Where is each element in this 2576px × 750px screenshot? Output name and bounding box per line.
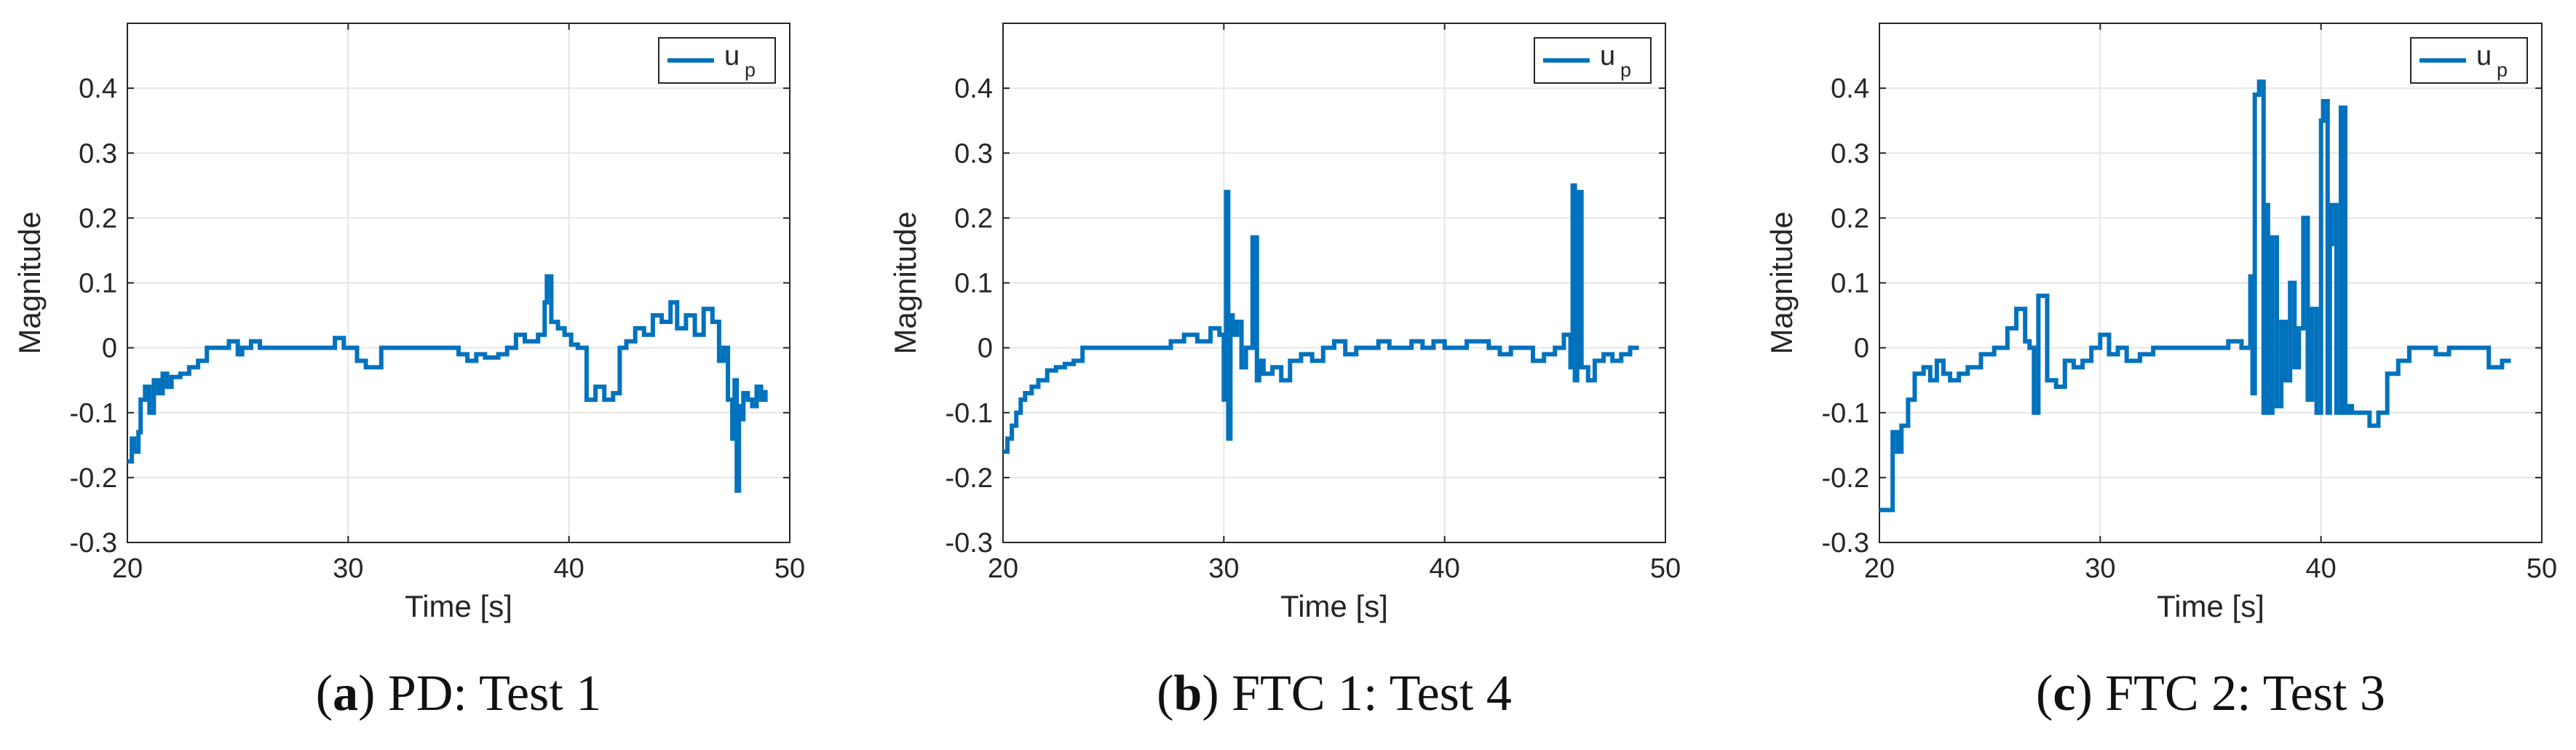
x-tick-label: 50 bbox=[774, 553, 805, 584]
legend-label: u bbox=[2476, 41, 2492, 71]
y-axis-label: Magnitude bbox=[1764, 211, 1799, 354]
caption-paren-close: ) bbox=[1202, 666, 1232, 722]
x-tick-label: 50 bbox=[1650, 553, 1681, 584]
chart-panel-a: 20 30 40 50 -0.3 -0.2 -0.1 0 0.1 0.2 0.3 0.4 Time [s… bbox=[12, 23, 805, 722]
y-tick-label: 0 bbox=[978, 333, 993, 364]
legend-subscript: p bbox=[2497, 59, 2508, 81]
x-tick-label: 20 bbox=[988, 553, 1018, 584]
subfigure-caption: (c) FTC 2: Test 3 bbox=[2036, 666, 2385, 722]
y-tick-label: 0.4 bbox=[79, 74, 117, 104]
y-tick-label: -0.2 bbox=[1822, 463, 1869, 494]
caption-paren-close: ) bbox=[358, 666, 388, 722]
y-tick-label: 0.1 bbox=[954, 269, 993, 299]
y-tick-label: 0 bbox=[1854, 333, 1869, 364]
x-tick-label: 40 bbox=[2306, 553, 2337, 584]
chart-panel-c: 20 30 40 50 -0.3 -0.2 -0.1 0 0.1 0.2 0.3 0.4 Time [s… bbox=[1764, 23, 2557, 722]
y-tick-label: -0.1 bbox=[1822, 398, 1869, 429]
x-tick-label: 20 bbox=[112, 553, 143, 584]
y-axis-label: Magnitude bbox=[888, 211, 922, 354]
y-tick-label: 0.2 bbox=[954, 203, 993, 234]
x-tick-label: 40 bbox=[1430, 553, 1460, 584]
caption-paren-open: ( bbox=[316, 666, 333, 722]
caption-letter: b bbox=[1173, 666, 1202, 722]
x-tick-label: 50 bbox=[2527, 553, 2557, 584]
y-tick-label: 0.1 bbox=[1831, 269, 1869, 299]
series-line-u_p bbox=[1003, 183, 1639, 454]
y-tick-label: 0 bbox=[102, 333, 117, 364]
series-line-u_p bbox=[127, 274, 768, 493]
y-tick-label: 0.3 bbox=[1831, 138, 1869, 169]
series-line-u_p bbox=[1879, 79, 2511, 513]
caption-letter: c bbox=[2053, 666, 2075, 722]
x-tick-label: 30 bbox=[2085, 553, 2115, 584]
y-tick-label: -0.2 bbox=[70, 463, 117, 494]
y-tick-label: -0.3 bbox=[1822, 528, 1869, 558]
y-tick-label: 0.2 bbox=[1831, 203, 1869, 234]
y-tick-label: -0.3 bbox=[70, 528, 117, 558]
y-tick-label: -0.2 bbox=[946, 463, 993, 494]
x-tick-label: 30 bbox=[1208, 553, 1239, 584]
caption-paren-open: ( bbox=[1157, 666, 1173, 722]
legend-subscript: p bbox=[745, 59, 756, 81]
caption-paren-open: ( bbox=[2036, 666, 2053, 722]
x-axis-label: Time [s] bbox=[1280, 589, 1388, 623]
y-axis-label: Magnitude bbox=[12, 211, 47, 354]
caption-letter: a bbox=[333, 666, 358, 722]
legend-subscript: p bbox=[1620, 59, 1631, 81]
x-tick-label: 40 bbox=[554, 553, 584, 584]
y-tick-label: 0.1 bbox=[79, 269, 117, 299]
y-tick-label: -0.1 bbox=[70, 398, 117, 429]
subfigure-caption: (b) FTC 1: Test 4 bbox=[1157, 666, 1512, 722]
legend-label: u bbox=[1600, 41, 1615, 71]
legend-label: u bbox=[724, 41, 740, 71]
subfigure-caption: (a) PD: Test 1 bbox=[316, 666, 601, 722]
y-tick-label: 0.2 bbox=[79, 203, 117, 234]
y-tick-label: 0.4 bbox=[1831, 74, 1869, 104]
x-axis-label: Time [s] bbox=[2157, 589, 2264, 623]
caption-text: PD: Test 1 bbox=[388, 666, 601, 722]
y-tick-label: -0.3 bbox=[946, 528, 993, 558]
y-tick-label: 0.3 bbox=[954, 138, 993, 169]
y-tick-label: -0.1 bbox=[946, 398, 993, 429]
chart-panel-b: 20 30 40 50 -0.3 -0.2 -0.1 0 0.1 0.2 0.3 0.4 Time [s… bbox=[888, 23, 1681, 722]
x-axis-label: Time [s] bbox=[405, 589, 512, 623]
caption-text: FTC 2: Test 3 bbox=[2105, 666, 2385, 722]
y-tick-label: 0.4 bbox=[954, 74, 993, 104]
x-tick-label: 30 bbox=[333, 553, 363, 584]
x-tick-label: 20 bbox=[1864, 553, 1895, 584]
caption-text: FTC 1: Test 4 bbox=[1232, 666, 1512, 722]
caption-paren-close: ) bbox=[2075, 666, 2105, 722]
y-tick-label: 0.3 bbox=[79, 138, 117, 169]
